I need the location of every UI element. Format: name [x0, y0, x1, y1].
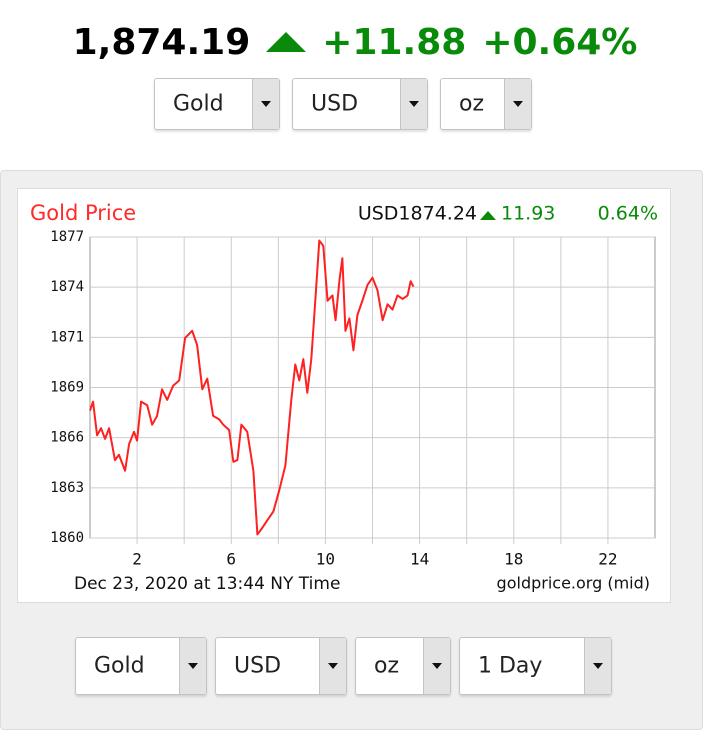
date-label: Dec 23, 2020 at 13:44 NY Time	[74, 574, 340, 594]
unit-select[interactable]: oz	[355, 637, 451, 695]
select-button	[179, 638, 206, 694]
select-text: Gold	[173, 91, 224, 117]
up-arrow	[266, 32, 307, 52]
x-tick-label: 14	[410, 550, 429, 569]
select-text: USD	[234, 653, 282, 679]
change: +11.88	[322, 21, 467, 63]
select-button	[504, 79, 531, 129]
y-tick-label: 1869	[50, 380, 84, 396]
price: 1,874.19	[72, 21, 251, 63]
y-tick-label: 1871	[50, 329, 84, 345]
y-tick-label: 1863	[50, 480, 84, 496]
chart: Gold Price USD1874.24 11.93 0.64% oz Dec…	[17, 188, 671, 603]
chart-change-pct: 0.64%	[598, 203, 658, 225]
change-pct: +0.64%	[482, 21, 638, 63]
chart-change: 11.93	[501, 203, 555, 225]
x-tick-label: 22	[598, 550, 617, 569]
x-tick-label: 10	[316, 550, 335, 569]
currency-select[interactable]: USD	[215, 637, 347, 695]
select-text: USD	[311, 91, 359, 117]
select-button	[252, 79, 279, 129]
select-text: Gold	[94, 653, 145, 679]
x-tick-label: 6	[226, 550, 236, 569]
source-label: goldprice.org (mid)	[497, 574, 650, 593]
x-tick-label: 2	[132, 550, 142, 569]
x-tick-label: 18	[504, 550, 523, 569]
chart-price: USD1874.24	[358, 203, 477, 225]
y-tick-label: 1874	[50, 279, 84, 295]
currency-select[interactable]: USD	[292, 78, 428, 130]
metal-select[interactable]: Gold	[75, 637, 207, 695]
chart-up-arrow	[480, 211, 496, 220]
select-button	[423, 638, 450, 694]
select-text: oz	[374, 653, 400, 679]
chart-title: Gold Price	[30, 201, 136, 225]
metal-select[interactable]: Gold	[154, 78, 280, 130]
select-button	[584, 638, 611, 694]
unit-select[interactable]: oz	[440, 78, 532, 130]
select-text: 1 Day	[478, 653, 543, 679]
select-text: oz	[459, 91, 485, 117]
select-button	[319, 638, 346, 694]
price-header: 1,874.19 +11.88 +0.64%	[0, 14, 710, 70]
y-tick-label: 1860	[50, 530, 84, 546]
select-button	[400, 79, 427, 129]
price-line	[89, 239, 415, 536]
period-select[interactable]: 1 Day	[459, 637, 612, 695]
y-tick-label: 1877	[50, 229, 84, 245]
y-tick-label: 1866	[50, 430, 84, 446]
